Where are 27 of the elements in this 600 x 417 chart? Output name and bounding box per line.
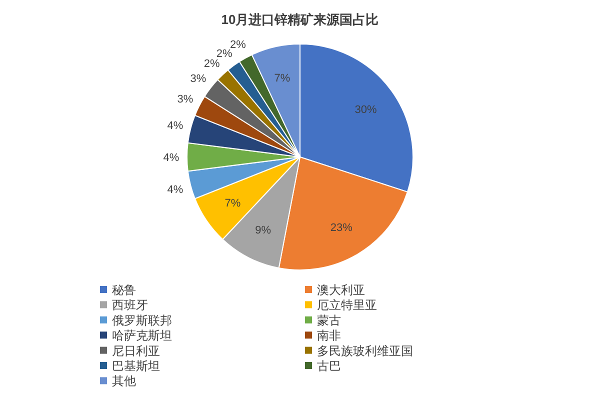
legend-label: 古巴 xyxy=(317,359,341,373)
legend-label: 巴基斯坦 xyxy=(112,359,160,373)
legend-label: 南非 xyxy=(317,328,341,343)
legend-label: 蒙古 xyxy=(317,313,341,328)
data-label: 2% xyxy=(216,48,232,60)
legend-label: 多民族玻利维亚国 xyxy=(317,344,413,358)
legend-label: 哈萨克斯坦 xyxy=(112,328,172,343)
data-label: 7% xyxy=(274,72,290,85)
data-label: 4% xyxy=(167,120,184,132)
legend-label: 其他 xyxy=(112,374,136,388)
data-label: 2% xyxy=(230,39,246,52)
chart-title: 10月进口锌精矿来源国占比 xyxy=(221,12,379,27)
legend-label: 澳大利亚 xyxy=(317,283,365,297)
legend-label: 秘鲁 xyxy=(112,283,136,297)
data-label: 3% xyxy=(190,73,206,86)
legend-label: 厄立特里亚 xyxy=(317,298,377,312)
legend-label: 尼日利亚 xyxy=(112,344,160,358)
data-label: 2% xyxy=(204,58,220,70)
data-label: 7% xyxy=(224,198,241,210)
legend-label: 俄罗斯联邦 xyxy=(112,313,172,328)
data-label: 3% xyxy=(177,94,194,106)
data-label: 9% xyxy=(255,224,272,236)
data-label: 4% xyxy=(163,152,180,164)
data-label: 4% xyxy=(167,184,184,196)
data-label: 23% xyxy=(330,222,353,234)
data-label: 30% xyxy=(354,104,378,116)
legend-label: 西班牙 xyxy=(112,298,148,312)
